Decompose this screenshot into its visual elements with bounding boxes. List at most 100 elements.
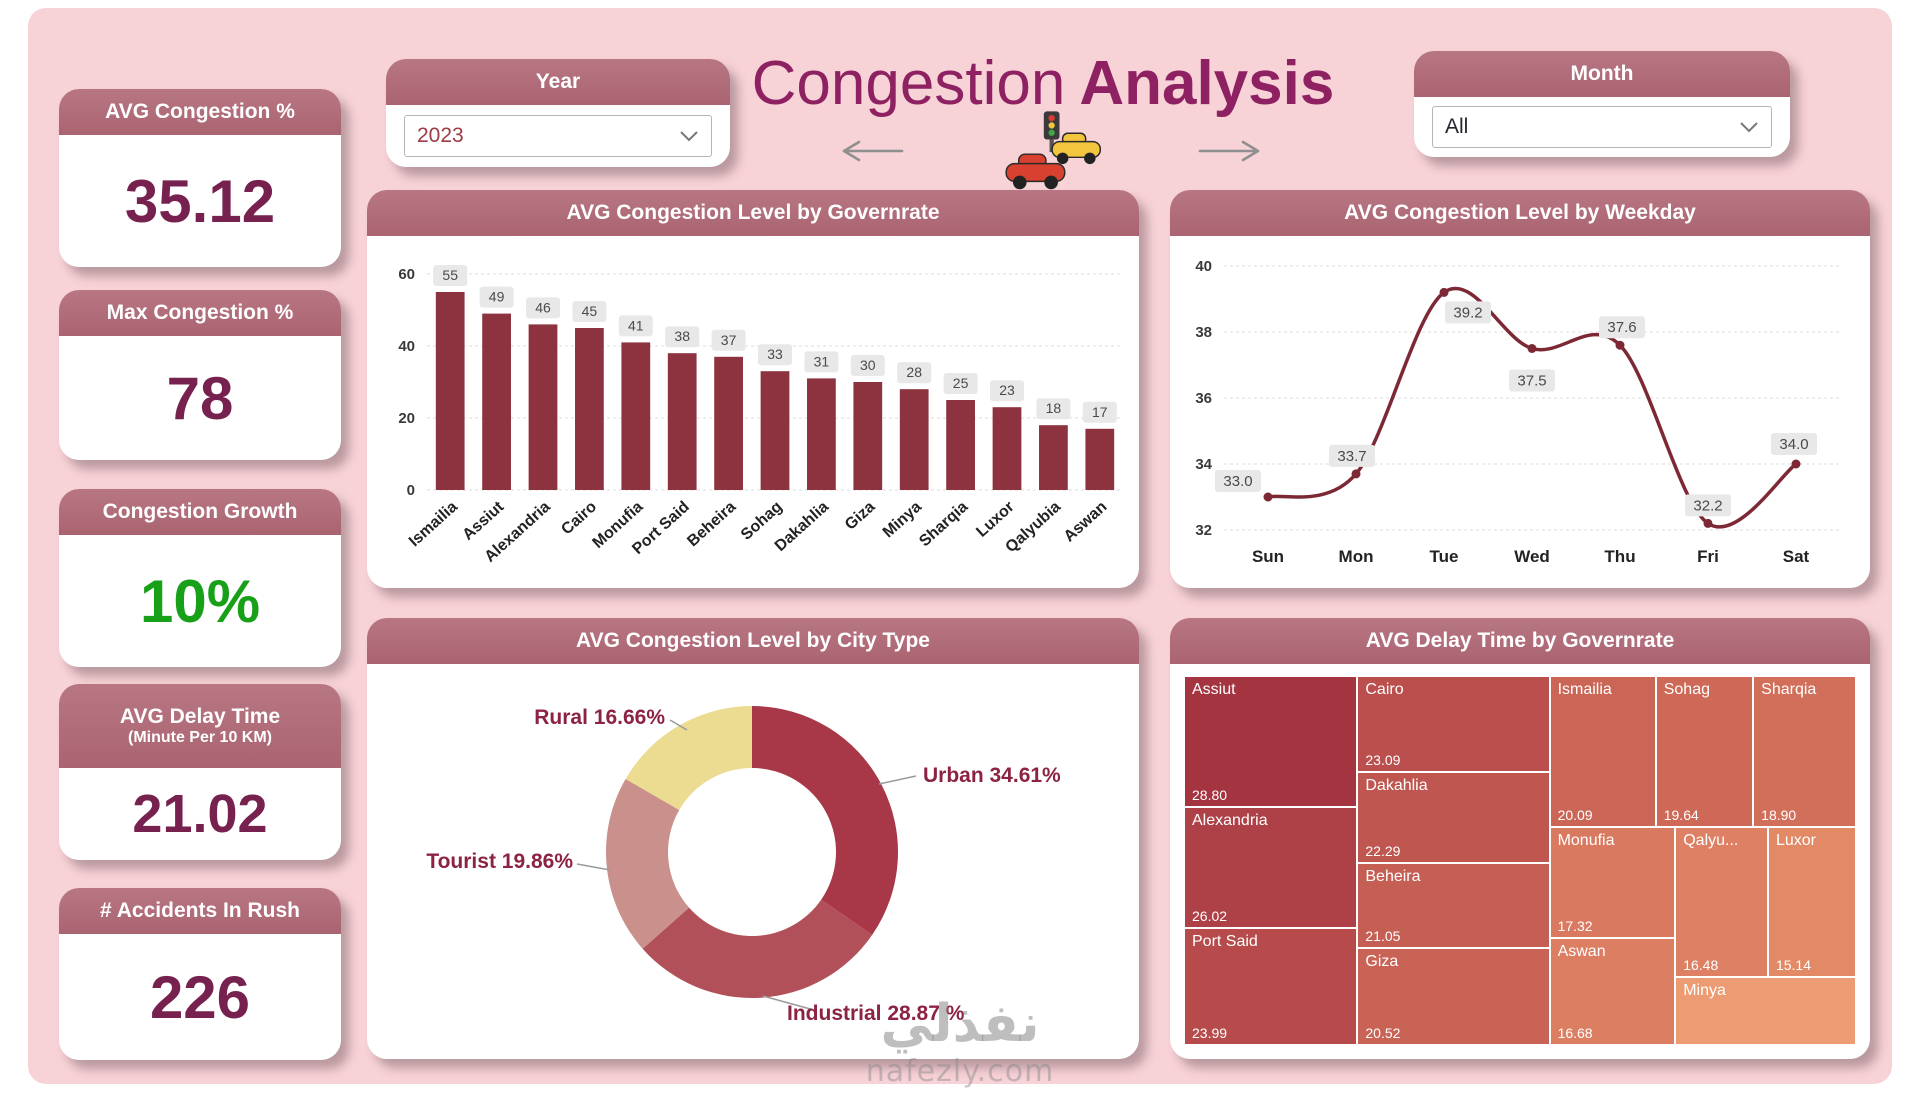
treemap-cell-beheira[interactable]: Beheira 21.05: [1357, 863, 1550, 948]
point-value-label: 37.6: [1607, 319, 1636, 336]
treemap-cell-label: Aswan: [1557, 943, 1606, 961]
treemap-cell-port-said[interactable]: Port Said 23.99: [1184, 928, 1358, 1045]
treemap-cell-qalyu-[interactable]: Qalyu... 16.48: [1675, 827, 1768, 978]
x-category-label: Thu: [1604, 547, 1635, 566]
treemap-cell-label: Alexandria: [1192, 812, 1268, 830]
point-value-label: 33.0: [1223, 473, 1252, 490]
bar-value-tag: [850, 355, 885, 376]
prev-page-arrow-button[interactable]: [840, 138, 906, 164]
treemap-cell-label: Port Said: [1192, 933, 1258, 951]
treemap-cell-label: Luxor: [1775, 832, 1816, 850]
treemap-cell-monufia[interactable]: Monufia 17.32: [1549, 827, 1676, 939]
kpi-value: 10%: [139, 567, 261, 635]
data-point-fri[interactable]: [1703, 518, 1713, 528]
treemap-cell-value: 20.09: [1557, 807, 1593, 824]
bar-assiut[interactable]: [482, 313, 511, 490]
treemap-cell-ismailia[interactable]: Ismailia 20.09: [1549, 676, 1656, 828]
y-tick-label: 40: [1195, 258, 1212, 275]
treemap-cell-value: 23.09: [1365, 751, 1401, 768]
data-point-mon[interactable]: [1351, 469, 1361, 479]
bar-value-tag: [804, 351, 839, 373]
next-page-arrow-button[interactable]: [1196, 138, 1262, 164]
bar-ismailia[interactable]: [435, 292, 465, 490]
year-slicer-label: Year: [535, 69, 581, 93]
bar-port-said[interactable]: [667, 353, 697, 490]
bar-luxor[interactable]: [992, 407, 1022, 490]
bar-chart-card: AVG Congestion Level by Governrate 0 20 40…: [367, 190, 1139, 588]
year-slicer-header: Year: [386, 59, 730, 105]
bar-value-tag: [711, 329, 746, 351]
treemap-cell-label: Minya: [1683, 982, 1726, 1000]
treemap-cell-aswan[interactable]: Aswan 16.68: [1549, 938, 1676, 1045]
treemap-cell-value: 16.68: [1557, 1024, 1593, 1041]
treemap-cell-alexandria[interactable]: Alexandria 26.02: [1184, 807, 1358, 929]
bar-minya[interactable]: [899, 389, 929, 490]
point-value-tag: [1599, 316, 1645, 339]
slice-tourist[interactable]: [606, 778, 690, 949]
month-dropdown[interactable]: All: [1432, 106, 1772, 148]
bar-cairo[interactable]: [575, 328, 604, 490]
bar-sharqia[interactable]: [946, 400, 975, 490]
treemap-header: AVG Delay Time by Governrate: [1170, 618, 1870, 664]
treemap-cell-luxor[interactable]: Luxor 15.14: [1767, 827, 1856, 978]
x-category-label: Wed: [1514, 547, 1550, 566]
data-point-wed[interactable]: [1527, 344, 1537, 353]
bar-value-label: 41: [628, 317, 644, 333]
x-category-label: Luxor: [973, 498, 1017, 540]
treemap-cell-assiut[interactable]: Assiut 28.80: [1184, 676, 1358, 808]
treemap-cell-dakahlia[interactable]: Dakahlia 22.29: [1357, 771, 1550, 864]
bar-value-label: 23: [999, 382, 1015, 398]
year-dropdown[interactable]: 2023: [404, 115, 712, 157]
treemap-cell-value: 20.52: [1365, 1024, 1401, 1041]
donut-chart-card: AVG Congestion Level by City Type Urban …: [367, 618, 1139, 1059]
bar-value-label: 31: [814, 353, 830, 369]
bar-aswan[interactable]: [1085, 428, 1115, 490]
data-point-tue[interactable]: [1439, 287, 1449, 297]
slice-industrial[interactable]: [642, 899, 873, 998]
x-category-label: Cairo: [558, 498, 600, 538]
bar-value-label: 37: [721, 332, 737, 348]
kpi-card-avg-delay-time: AVG Delay Time (Minute Per 10 KM) 21.02: [59, 684, 341, 860]
page-title-regular: Congestion: [751, 49, 1066, 118]
slice-urban[interactable]: [752, 706, 898, 935]
kpi-value: 35.12: [124, 167, 276, 235]
bar-value-label: 28: [906, 364, 922, 380]
y-tick-label: 40: [398, 338, 415, 355]
year-slicer-body: 2023: [386, 105, 730, 167]
data-point-sun[interactable]: [1263, 492, 1273, 502]
bar-monufia[interactable]: [621, 342, 651, 490]
point-value-tag: [1215, 470, 1261, 492]
data-point-thu[interactable]: [1615, 340, 1625, 350]
kpi-header: # Accidents In Rush: [59, 888, 341, 934]
x-category-label: Beheira: [684, 498, 739, 550]
bar-giza[interactable]: [853, 382, 883, 490]
year-dropdown-value: 2023: [417, 124, 464, 147]
bar-sohag[interactable]: [760, 371, 790, 490]
treemap-cell-giza[interactable]: Giza 20.52: [1357, 947, 1550, 1045]
treemap-cell-value: 28.80: [1192, 787, 1228, 804]
chart-title: AVG Congestion Level by City Type: [576, 628, 930, 652]
bar-value-label: 49: [489, 289, 505, 305]
treemap-cell-cairo[interactable]: Cairo 23.09: [1357, 676, 1550, 772]
treemap-cell-sharqia[interactable]: Sharqia 18.90: [1753, 676, 1856, 828]
treemap-cell-sohag[interactable]: Sohag 19.64: [1655, 676, 1754, 828]
kpi-card-congestion-growth: Congestion Growth 10%: [59, 489, 341, 667]
donut-chart-header: AVG Congestion Level by City Type: [367, 618, 1139, 664]
bar-qalyubia[interactable]: [1039, 425, 1068, 490]
slice-rural[interactable]: [625, 706, 752, 810]
bar-dakahlia[interactable]: [807, 378, 836, 490]
bar-beheira[interactable]: [714, 356, 743, 490]
bar-value-tag: [943, 373, 978, 394]
bar-value-label: 38: [674, 328, 690, 344]
bar-value-label: 17: [1092, 404, 1108, 420]
y-tick-label: 34: [1195, 456, 1212, 473]
chart-title: AVG Delay Time by Governrate: [1365, 628, 1675, 652]
bar-value-tag: [1036, 398, 1071, 420]
treemap-cell-minya[interactable]: Minya: [1675, 977, 1856, 1045]
bar-alexandria[interactable]: [528, 324, 558, 490]
data-point-sat[interactable]: [1791, 459, 1801, 469]
treemap-cell-value: 26.02: [1192, 908, 1228, 925]
month-slicer-body: All: [1414, 97, 1790, 157]
treemap-cell-label: Dakahlia: [1365, 776, 1428, 794]
